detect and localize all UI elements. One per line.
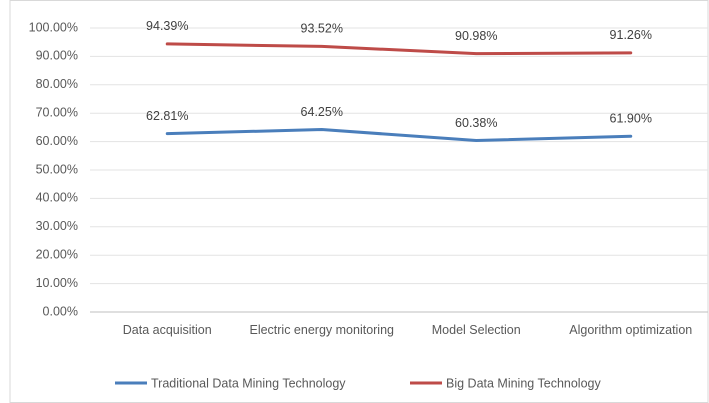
data-label: 91.26% [610,28,652,42]
data-label: 60.38% [455,116,497,130]
y-tick-label: 50.00% [36,162,78,176]
y-tick-label: 70.00% [36,105,78,119]
y-tick-label: 30.00% [36,219,78,233]
y-tick-label: 60.00% [36,134,78,148]
legend-label: Traditional Data Mining Technology [151,376,346,390]
data-label: 94.39% [146,19,188,33]
y-tick-label: 90.00% [36,49,78,63]
y-tick-label: 20.00% [36,247,78,261]
data-label: 93.52% [301,22,343,36]
chart-frame [9,0,709,403]
legend-label: Big Data Mining Technology [446,376,601,390]
y-tick-label: 100.00% [29,20,78,34]
x-tick-label: Model Selection [431,323,521,337]
y-tick-label: 80.00% [36,77,78,91]
y-tick-label: 40.00% [36,191,78,205]
series-line [165,128,633,143]
data-label: 61.90% [610,112,652,126]
x-tick-label: Electric energy monitoring [249,323,394,337]
data-label: 64.25% [301,105,343,119]
y-tick-label: 10.00% [36,276,78,290]
data-label: 62.81% [146,109,188,123]
x-tick-label: Data acquisition [122,323,212,337]
series-line [165,42,633,56]
data-label: 90.98% [455,29,497,43]
x-tick-label: Algorithm optimization [569,323,693,337]
y-tick-label: 0.00% [43,304,78,318]
